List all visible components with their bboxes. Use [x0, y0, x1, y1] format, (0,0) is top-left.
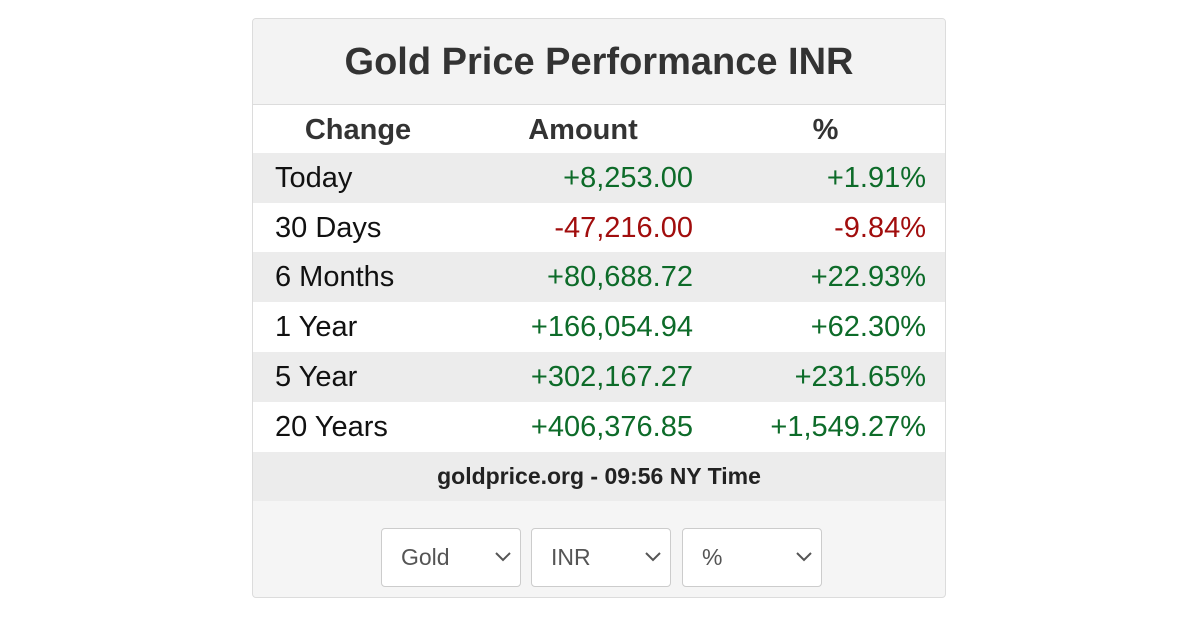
table-row: 6 Months +80,688.72 +22.93% [253, 252, 945, 303]
dropdown-label: INR [551, 544, 591, 570]
amount: +8,253.00 [563, 162, 693, 194]
amount: +80,688.72 [547, 261, 693, 294]
percent: +22.93% [810, 261, 926, 294]
performance-card: Gold Price Performance INR goldprice.org… [252, 18, 946, 598]
dropdown-label: % [702, 544, 723, 570]
header-row: Change Amount% [253, 105, 945, 155]
percent: -9.84% [834, 211, 926, 244]
period: 30 Days [275, 211, 382, 244]
period: Today [275, 162, 353, 194]
dropdown[interactable]: % [682, 528, 822, 587]
table-row: 1 Year +166,054.94 +62.30% [253, 302, 945, 353]
percent: +62.30% [810, 311, 926, 344]
period: 5 Year [275, 360, 358, 393]
table-row: 30 Days -47,216.00 -9.84% [253, 202, 945, 253]
dropdown-label: Gold [401, 544, 450, 570]
table-row: Today +8,253.00 +1.91% [253, 153, 945, 203]
amount: +166,054.94 [530, 311, 693, 344]
period: 1 Year [275, 311, 358, 344]
period: 6 Months [275, 261, 395, 294]
amount: +302,167.27 [530, 360, 693, 393]
dropdown[interactable]: Gold [381, 528, 521, 587]
percent: +1,549.27% [770, 410, 926, 443]
chevron [645, 552, 661, 562]
percent: +231.65% [794, 360, 926, 393]
table-row: 5 Year +302,167.27 +231.65% [253, 351, 945, 402]
period: 20 Years [275, 410, 388, 443]
chevron [796, 552, 812, 562]
footer: goldprice.org - 09:56 NY Time [253, 451, 945, 501]
column-header: Amount [528, 114, 638, 146]
percent: +1.91% [826, 162, 926, 194]
column-header: % [812, 114, 839, 146]
dropdown[interactable]: INR [531, 528, 671, 587]
title: Gold Price Performance INR [253, 19, 945, 105]
amount: +406,376.85 [530, 410, 693, 443]
table-row: 20 Years +406,376.85 +1,549.27% [253, 401, 945, 452]
chevron [495, 552, 511, 562]
amount: -47,216.00 [554, 211, 693, 244]
column-header: Change [304, 114, 412, 146]
